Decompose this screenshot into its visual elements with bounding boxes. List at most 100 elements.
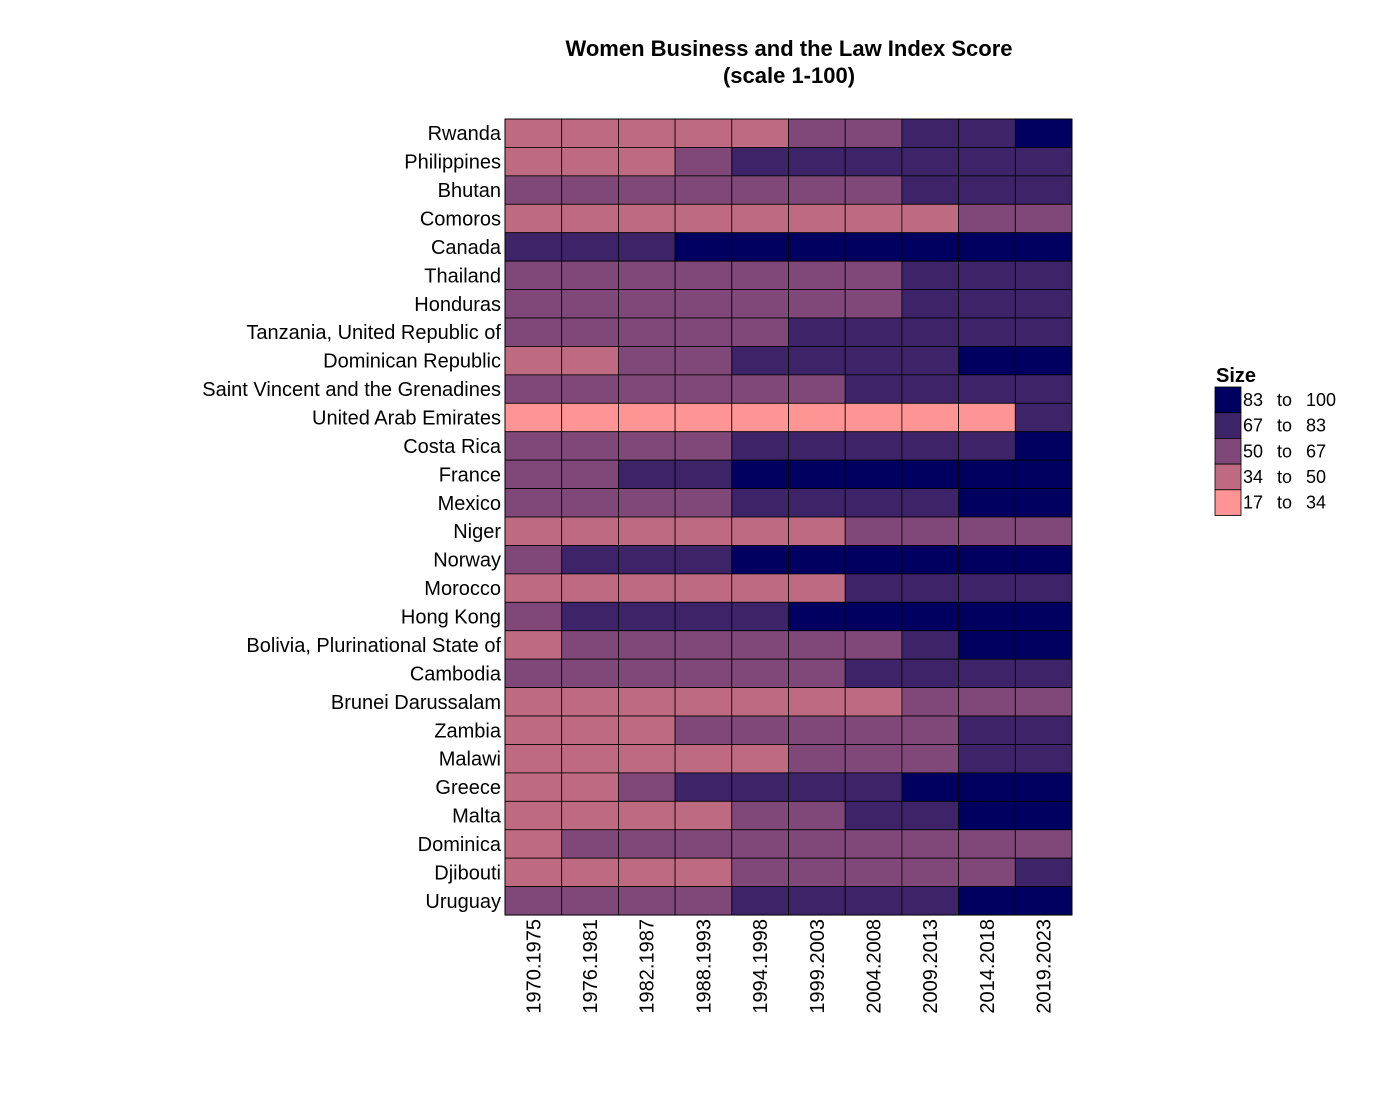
heatmap-cell xyxy=(561,886,619,916)
heatmap-cell xyxy=(731,744,789,774)
heatmap-cell xyxy=(618,118,676,148)
heatmap-cell xyxy=(561,459,619,489)
heatmap-cell xyxy=(618,431,676,461)
heatmap-cell xyxy=(1014,829,1073,859)
heatmap-cell xyxy=(618,488,676,518)
heatmap-cell xyxy=(504,829,563,859)
heatmap-cell xyxy=(561,488,619,518)
legend-label-low: 67 xyxy=(1243,416,1263,436)
heatmap-cell xyxy=(844,232,903,262)
heatmap-cell xyxy=(731,857,789,888)
heatmap-cell xyxy=(958,829,1016,859)
heatmap-cell xyxy=(561,289,619,319)
heatmap-cell xyxy=(788,459,846,489)
heatmap-cell xyxy=(844,374,903,404)
heatmap-border xyxy=(504,118,1073,916)
heatmap-cell xyxy=(618,289,676,319)
heatmap-cell xyxy=(561,601,619,632)
heatmap-cell xyxy=(1014,886,1073,916)
heatmap-cell xyxy=(731,886,789,916)
heatmap-cell xyxy=(731,687,789,717)
heatmap-cell xyxy=(958,118,1016,148)
heatmap-cell xyxy=(1014,772,1073,802)
heatmap-cell xyxy=(504,175,563,205)
heatmap-cell xyxy=(958,289,1016,319)
row-label: Morocco xyxy=(424,578,501,600)
legend-swatch xyxy=(1214,386,1242,414)
heatmap-cell xyxy=(561,516,619,546)
heatmap-cell xyxy=(844,289,903,319)
heatmap-cell xyxy=(561,118,619,148)
heatmap-cell xyxy=(504,118,563,148)
heatmap-cell xyxy=(504,857,563,888)
heatmap-cell xyxy=(618,317,676,347)
heatmap-cell xyxy=(561,175,619,205)
heatmap-cell xyxy=(618,573,676,603)
heatmap-cell xyxy=(1014,715,1073,745)
heatmap-cell xyxy=(731,402,789,433)
heatmap-cell xyxy=(674,516,733,546)
legend-label-high: 100 xyxy=(1306,390,1336,410)
legend-swatch xyxy=(1214,412,1242,439)
chart-subtitle: (scale 1-100) xyxy=(723,63,855,88)
heatmap-cell xyxy=(788,772,846,802)
heatmap-cell xyxy=(731,260,789,290)
heatmap-cell xyxy=(1014,857,1073,888)
heatmap-cell xyxy=(1014,175,1073,205)
heatmap-cell xyxy=(504,545,563,575)
heatmap-cell xyxy=(618,715,676,745)
heatmap-cell xyxy=(731,317,789,347)
column-label: 2009.2013 xyxy=(920,919,942,1014)
heatmap-cell xyxy=(1014,317,1073,347)
heatmap-cell xyxy=(788,744,846,774)
heatmap-cell xyxy=(958,402,1016,433)
heatmap-cell xyxy=(844,203,903,234)
heatmap-cell xyxy=(788,630,846,660)
heatmap-cell xyxy=(504,601,563,632)
heatmap-cell xyxy=(674,374,733,404)
legend-label-low: 34 xyxy=(1243,467,1263,487)
row-label: Djibouti xyxy=(434,862,501,884)
heatmap-cell xyxy=(844,601,903,632)
heatmap-cell xyxy=(618,886,676,916)
heatmap-cell xyxy=(901,346,960,376)
heatmap-cell xyxy=(788,857,846,888)
heatmap-cell xyxy=(958,886,1016,916)
heatmap-cell xyxy=(901,459,960,489)
legend-label-high: 83 xyxy=(1306,416,1326,436)
heatmap-cell xyxy=(674,744,733,774)
heatmap-cell xyxy=(731,459,789,489)
legend: Size 83 to 100 67 to 83 50 to 67 34 to 50 17 to 34 xyxy=(1214,365,1336,516)
heatmap-cell xyxy=(561,744,619,774)
heatmap-cell xyxy=(561,573,619,603)
heatmap-cell xyxy=(561,658,619,688)
heatmap-cell xyxy=(788,317,846,347)
heatmap-cell xyxy=(674,346,733,376)
column-label: 1994.1998 xyxy=(750,919,772,1014)
heatmap-cell xyxy=(504,374,563,404)
column-label: 2019.2023 xyxy=(1034,919,1056,1014)
heatmap-cell xyxy=(504,459,563,489)
row-label: Rwanda xyxy=(428,123,502,145)
heatmap-cell xyxy=(731,772,789,802)
heatmap-cell xyxy=(618,516,676,546)
heatmap-cell xyxy=(731,147,789,177)
heatmap-cell xyxy=(788,232,846,262)
heatmap-cell xyxy=(618,147,676,177)
heatmap-cell xyxy=(958,147,1016,177)
row-label: Dominican Republic xyxy=(323,351,501,373)
heatmap-cell xyxy=(504,317,563,347)
legend-swatch xyxy=(1214,437,1242,465)
heatmap-cell xyxy=(901,772,960,802)
row-label: Norway xyxy=(433,550,501,572)
heatmap-cell xyxy=(1014,346,1073,376)
heatmap-cell xyxy=(674,260,733,290)
heatmap-cell xyxy=(788,573,846,603)
heatmap-cell xyxy=(561,829,619,859)
heatmap-cell xyxy=(561,402,619,433)
heatmap-cell xyxy=(1014,601,1073,632)
heatmap-cell xyxy=(731,232,789,262)
heatmap-cell xyxy=(1014,658,1073,688)
heatmap-cell xyxy=(844,829,903,859)
heatmap-cell xyxy=(561,800,619,831)
